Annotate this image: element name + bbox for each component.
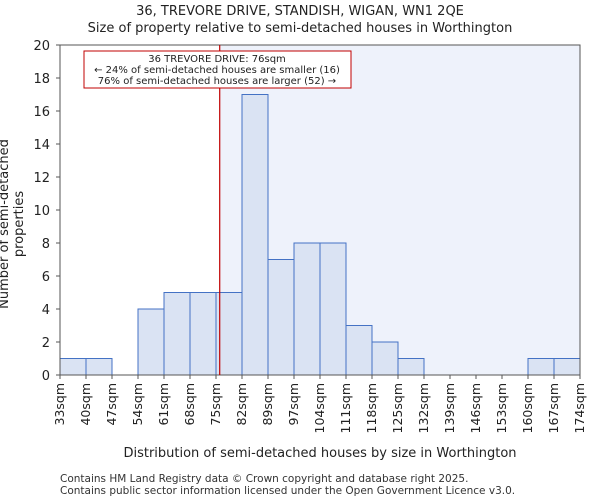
histogram-bar (319, 242, 347, 376)
histogram-bar (241, 94, 269, 376)
y-tick-label: 12 (33, 171, 50, 186)
histogram-bar (397, 358, 425, 376)
histogram-bar (189, 292, 217, 376)
y-tick-label: 8 (42, 237, 50, 252)
histogram-bar (85, 358, 113, 376)
annotation-smaller: ← 24% of semi-detached houses are smalle… (94, 65, 340, 76)
x-tick-label: 47sqm (104, 383, 119, 426)
histogram-bar (371, 341, 399, 376)
x-tick-label: 139sqm (442, 383, 457, 433)
footer-copyright: Contains HM Land Registry data © Crown c… (60, 473, 469, 485)
x-tick-label: 33sqm (52, 383, 67, 426)
histogram-bar (267, 259, 295, 376)
x-tick-label: 125sqm (390, 383, 405, 433)
x-tick-label: 160sqm (520, 383, 535, 433)
y-tick-label: 4 (42, 303, 50, 318)
histogram-bar (137, 308, 165, 376)
y-tick-label: 6 (42, 270, 50, 285)
histogram-bar (345, 325, 373, 376)
x-tick-label: 75sqm (208, 383, 223, 426)
y-tick-label: 18 (33, 72, 50, 87)
y-axis-title: Number of semi-detached properties (0, 139, 27, 309)
x-tick-label: 68sqm (182, 383, 197, 426)
x-tick-label: 40sqm (78, 383, 93, 426)
x-tick-label: 97sqm (286, 383, 301, 426)
x-tick-label: 153sqm (494, 383, 509, 433)
x-tick-label: 82sqm (234, 383, 249, 426)
chart-subtitle: Size of property relative to semi-detach… (87, 21, 513, 36)
x-tick-label: 167sqm (546, 383, 561, 433)
y-tick-label: 2 (42, 336, 50, 351)
histogram-bar (293, 242, 321, 376)
x-tick-label: 89sqm (260, 383, 275, 426)
histogram-bar (215, 292, 243, 376)
annotation-box (83, 50, 352, 89)
x-tick-label: 104sqm (312, 383, 327, 433)
x-tick-label: 111sqm (338, 383, 353, 433)
x-axis-title: Distribution of semi-detached houses by … (123, 446, 517, 461)
y-tick-label: 20 (33, 39, 50, 54)
x-tick-label: 146sqm (468, 383, 483, 433)
histogram-bar (527, 358, 555, 376)
histogram-bar (59, 358, 87, 376)
x-tick-label: 54sqm (130, 383, 145, 426)
annotation-larger: 76% of semi-detached houses are larger (… (98, 76, 336, 87)
histogram-bar (163, 292, 191, 376)
chart-title: 36, TREVORE DRIVE, STANDISH, WIGAN, WN1 … (136, 4, 464, 19)
x-tick-label: 118sqm (364, 383, 379, 433)
annotation-title: 36 TREVORE DRIVE: 76sqm (148, 54, 286, 65)
y-tick-label: 10 (33, 204, 50, 219)
y-tick-label: 0 (42, 369, 50, 384)
y-tick-label: 14 (33, 138, 50, 153)
x-tick-label: 61sqm (156, 383, 171, 426)
y-tick-label: 16 (33, 105, 50, 120)
x-tick-label: 132sqm (416, 383, 431, 433)
x-tick-label: 174sqm (572, 383, 587, 433)
footer-licence: Contains public sector information licen… (60, 485, 516, 497)
histogram-bar (553, 358, 581, 376)
